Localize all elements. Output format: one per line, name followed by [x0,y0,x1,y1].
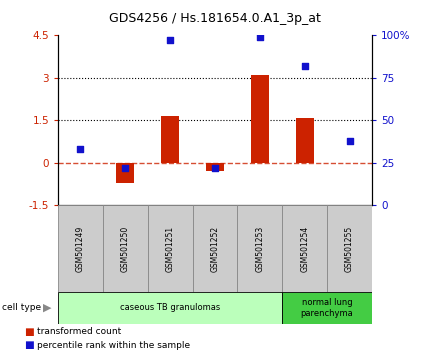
Point [122,165,129,171]
Bar [117,163,134,183]
Text: GDS4256 / Hs.181654.0.A1_3p_at: GDS4256 / Hs.181654.0.A1_3p_at [109,12,321,25]
Bar [296,118,313,163]
Bar [327,205,372,292]
Bar [148,205,193,292]
Text: GSM501253: GSM501253 [255,225,264,272]
Point [77,147,84,152]
Bar [282,292,372,324]
Point [346,138,353,144]
Text: GSM501250: GSM501250 [121,225,130,272]
Point [212,165,218,171]
Text: ▶: ▶ [43,303,52,313]
Text: GSM501249: GSM501249 [76,225,85,272]
Text: transformed count: transformed count [37,327,121,336]
Bar [58,292,282,324]
Point [256,34,263,40]
Bar [103,205,148,292]
Text: caseous TB granulomas: caseous TB granulomas [120,303,220,313]
Text: GSM501252: GSM501252 [211,225,219,272]
Bar [282,205,327,292]
Bar [251,75,269,163]
Text: GSM501251: GSM501251 [166,225,175,272]
Text: cell type: cell type [2,303,41,313]
Point [167,38,174,43]
Text: normal lung
parenchyma: normal lung parenchyma [301,298,353,318]
Bar [206,163,224,171]
Bar [58,205,103,292]
Bar [237,205,282,292]
Bar [161,116,179,163]
Text: GSM501254: GSM501254 [300,225,309,272]
Text: ■: ■ [24,327,34,337]
Text: GSM501255: GSM501255 [345,225,354,272]
Text: percentile rank within the sample: percentile rank within the sample [37,341,190,350]
Bar [193,205,237,292]
Text: ■: ■ [24,340,34,350]
Point [301,63,308,69]
